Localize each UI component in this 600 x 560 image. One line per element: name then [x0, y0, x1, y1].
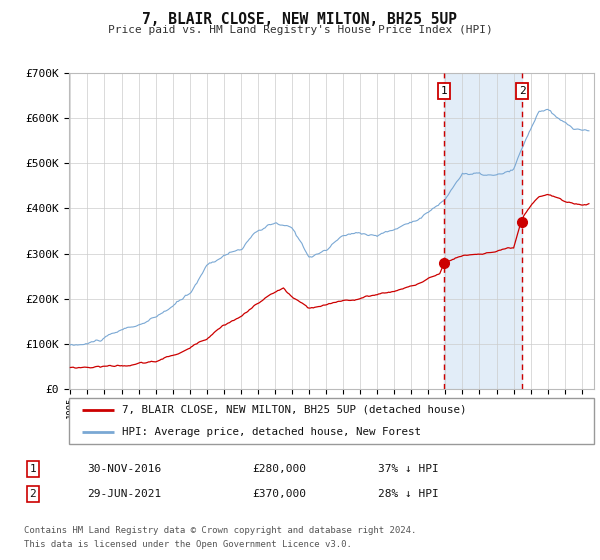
Text: 7, BLAIR CLOSE, NEW MILTON, BH25 5UP: 7, BLAIR CLOSE, NEW MILTON, BH25 5UP	[143, 12, 458, 27]
Text: 28% ↓ HPI: 28% ↓ HPI	[378, 489, 439, 499]
Text: 29-JUN-2021: 29-JUN-2021	[87, 489, 161, 499]
Text: 1: 1	[29, 464, 37, 474]
Text: HPI: Average price, detached house, New Forest: HPI: Average price, detached house, New …	[121, 427, 421, 437]
Text: £370,000: £370,000	[252, 489, 306, 499]
Text: 1: 1	[440, 86, 448, 96]
Text: Contains HM Land Registry data © Crown copyright and database right 2024.: Contains HM Land Registry data © Crown c…	[24, 526, 416, 535]
Text: £280,000: £280,000	[252, 464, 306, 474]
Text: 2: 2	[29, 489, 37, 499]
Bar	[444, 73, 522, 389]
Text: 2: 2	[519, 86, 526, 96]
Text: 37% ↓ HPI: 37% ↓ HPI	[378, 464, 439, 474]
Text: Price paid vs. HM Land Registry's House Price Index (HPI): Price paid vs. HM Land Registry's House …	[107, 25, 493, 35]
Text: 7, BLAIR CLOSE, NEW MILTON, BH25 5UP (detached house): 7, BLAIR CLOSE, NEW MILTON, BH25 5UP (de…	[121, 404, 466, 414]
Text: This data is licensed under the Open Government Licence v3.0.: This data is licensed under the Open Gov…	[24, 540, 352, 549]
Text: 30-NOV-2016: 30-NOV-2016	[87, 464, 161, 474]
FancyBboxPatch shape	[69, 398, 594, 444]
